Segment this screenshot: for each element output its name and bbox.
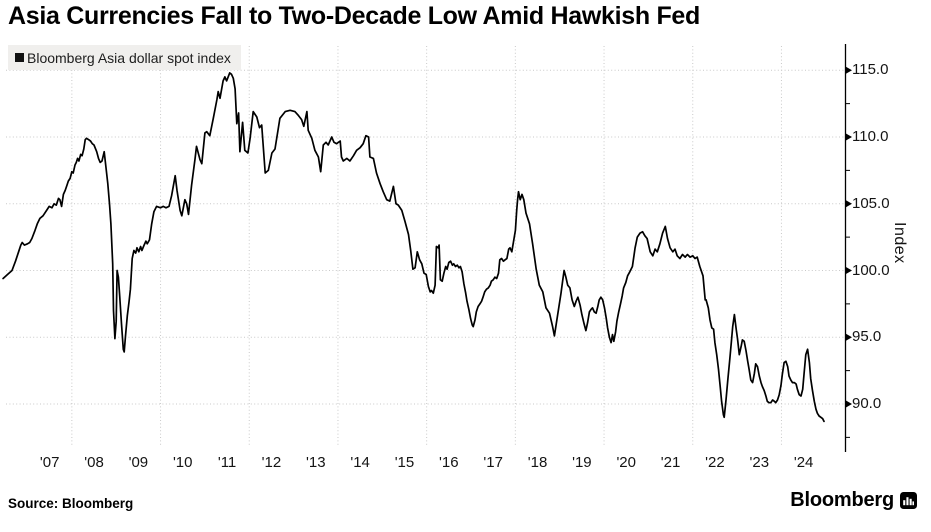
y-major-tick-arrow — [845, 266, 852, 275]
y-tick-label: 100.0 — [852, 261, 890, 279]
y-major-tick-arrow — [845, 400, 852, 408]
x-tick-label: '18 — [527, 454, 548, 471]
x-tick-label: '16 — [439, 454, 459, 471]
x-tick-label: '23 — [749, 454, 770, 471]
y-tick-label: 115.0 — [852, 61, 889, 79]
source-note: Source: Bloomberg — [8, 496, 134, 511]
x-tick-label: '20 — [616, 454, 636, 471]
y-major-tick-arrow — [845, 333, 852, 342]
x-tick-label: '07 — [39, 454, 60, 471]
x-tick-label: '19 — [572, 454, 592, 471]
x-tick-label: '15 — [394, 454, 415, 471]
y-axis-title: Index — [891, 222, 908, 264]
x-tick-label: '13 — [305, 454, 326, 471]
y-major-tick-arrow — [845, 133, 852, 141]
series-line — [2, 72, 825, 423]
x-tick-label: '21 — [660, 454, 681, 471]
x-tick-label: '17 — [483, 454, 503, 471]
y-major-tick-arrow — [845, 199, 852, 208]
y-tick-label: 90.0 — [852, 395, 882, 412]
x-tick-label: '14 — [350, 454, 370, 471]
y-tick-label: 95.0 — [852, 328, 882, 346]
legend-label: Bloomberg Asia dollar spot index — [27, 49, 231, 66]
x-tick-label: '09 — [128, 454, 149, 471]
x-tick-label: '12 — [261, 454, 282, 471]
y-tick-label: 110.0 — [852, 128, 889, 145]
x-tick-label: '24 — [793, 454, 814, 471]
bloomberg-logo-icon — [900, 492, 917, 509]
y-tick-label: 105.0 — [852, 194, 890, 212]
y-major-tick-arrow — [845, 66, 852, 75]
legend: Bloomberg Asia dollar spot index — [8, 45, 241, 70]
page-title: Asia Currencies Fall to Two-Decade Low A… — [8, 2, 700, 30]
square-swatch-icon — [15, 53, 24, 62]
x-tick-label: '10 — [172, 454, 193, 471]
x-tick-label: '22 — [705, 454, 725, 471]
x-tick-label: '08 — [84, 454, 104, 471]
x-tick-label: '11 — [217, 454, 237, 471]
bloomberg-brand: Bloomberg — [790, 489, 917, 512]
bloomberg-wordmark: Bloomberg — [790, 489, 894, 511]
